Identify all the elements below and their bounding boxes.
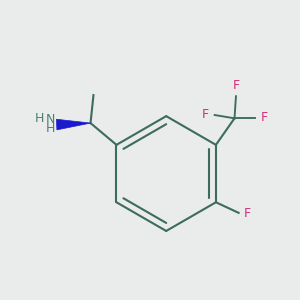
Text: F: F bbox=[232, 79, 239, 92]
Text: F: F bbox=[244, 207, 251, 220]
Text: F: F bbox=[202, 108, 209, 121]
Polygon shape bbox=[56, 119, 91, 130]
Text: H: H bbox=[46, 122, 55, 135]
Text: F: F bbox=[261, 111, 268, 124]
Text: H: H bbox=[34, 112, 44, 125]
Text: N: N bbox=[46, 113, 55, 126]
